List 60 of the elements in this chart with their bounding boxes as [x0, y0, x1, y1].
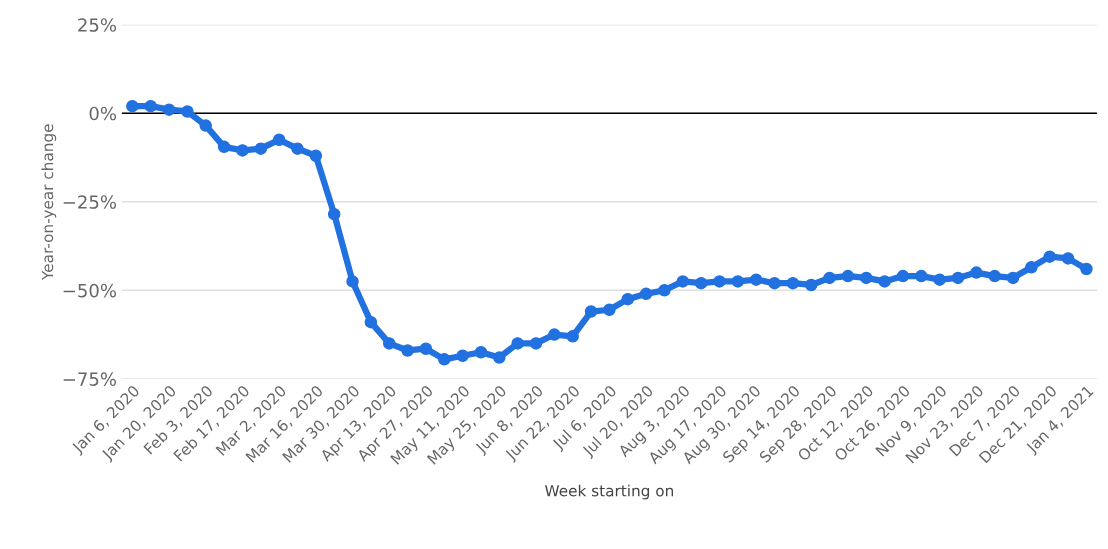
point	[1006, 271, 1020, 285]
point	[401, 344, 414, 357]
point	[144, 99, 157, 113]
point	[804, 278, 818, 292]
point	[639, 287, 653, 301]
y-tick-label: 0%	[89, 106, 117, 121]
point	[181, 105, 194, 118]
point	[291, 142, 304, 155]
point	[951, 271, 965, 285]
point	[896, 269, 910, 283]
point	[1043, 250, 1056, 263]
point	[199, 119, 213, 132]
point	[658, 284, 671, 297]
y-tick-label: −25%	[63, 195, 117, 209]
point	[988, 269, 1001, 283]
point	[768, 276, 781, 290]
point	[327, 207, 341, 221]
point	[529, 337, 543, 350]
point	[272, 133, 286, 147]
point	[676, 275, 690, 288]
point	[786, 276, 800, 290]
point	[878, 275, 891, 288]
point	[162, 103, 176, 116]
point	[382, 337, 396, 350]
point	[749, 273, 763, 286]
point	[236, 144, 249, 157]
point	[126, 99, 139, 113]
point	[493, 351, 506, 364]
point	[933, 273, 946, 286]
point	[584, 305, 598, 318]
point	[438, 353, 451, 366]
point	[731, 275, 745, 288]
y-tick-label: 25%	[78, 18, 117, 32]
point	[621, 292, 634, 306]
point	[841, 269, 855, 283]
point	[1025, 261, 1038, 274]
point	[217, 140, 231, 154]
point	[254, 142, 268, 155]
point	[713, 275, 726, 288]
point	[474, 346, 488, 359]
point	[970, 266, 983, 279]
point	[419, 342, 433, 355]
point	[603, 303, 616, 317]
point	[915, 269, 928, 283]
x-axis-title: Week starting on	[545, 484, 674, 500]
point	[309, 149, 323, 162]
point	[1080, 262, 1093, 276]
point	[346, 275, 359, 288]
point	[694, 276, 708, 290]
point	[364, 315, 378, 329]
point	[456, 349, 469, 363]
y-axis-title: Year-on-year change	[41, 124, 57, 281]
point	[548, 328, 561, 341]
point	[860, 271, 873, 285]
point	[823, 271, 836, 285]
point	[566, 330, 579, 343]
point	[511, 337, 524, 350]
y-tick-label: −50%	[63, 283, 117, 298]
y-tick-label: −75%	[63, 372, 117, 386]
point	[1061, 252, 1075, 265]
